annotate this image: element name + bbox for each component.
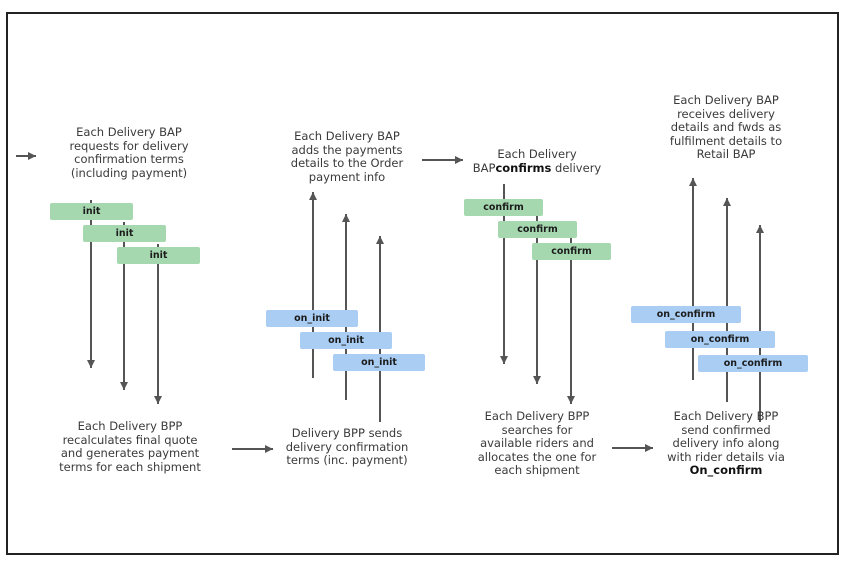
- confirms-bold: confirms: [495, 160, 552, 175]
- on-confirm-message-2: on_confirm: [665, 331, 775, 348]
- stage3-bpp-text: Each Delivery BPP searches for available…: [477, 409, 597, 477]
- on-init-message-1: on_init: [266, 310, 358, 327]
- on-init-message-3: on_init: [333, 354, 425, 371]
- stage3-bap-text: Each Delivery BAPconfirms delivery: [472, 147, 602, 175]
- stage1-bap-text: Each Delivery BAP requests for delivery …: [69, 125, 189, 180]
- init-message-1: init: [50, 203, 133, 220]
- confirm-message-1: confirm: [464, 199, 543, 216]
- diagram-frame: [6, 12, 839, 555]
- stage1-bpp-text: Each Delivery BPP recalculates final quo…: [59, 419, 201, 474]
- on-confirm-message-1: on_confirm: [631, 306, 741, 323]
- on-confirm-message-3: on_confirm: [698, 355, 808, 372]
- on-confirm-bold: On_confirm: [689, 463, 763, 477]
- stage2-bap-text: Each Delivery BAP adds the payments deta…: [290, 129, 404, 184]
- stage4-bpp-text: Each Delivery BPP send confirmed deliver…: [667, 409, 785, 477]
- confirm-message-3: confirm: [532, 243, 611, 260]
- init-message-3: init: [117, 247, 200, 264]
- on-init-message-2: on_init: [300, 332, 392, 349]
- init-message-2: init: [83, 225, 166, 242]
- stage2-bpp-text: Delivery BPP sends delivery confirmation…: [285, 426, 409, 467]
- confirm-message-2: confirm: [498, 221, 577, 238]
- stage4-bap-text: Each Delivery BAP receives delivery deta…: [669, 93, 783, 161]
